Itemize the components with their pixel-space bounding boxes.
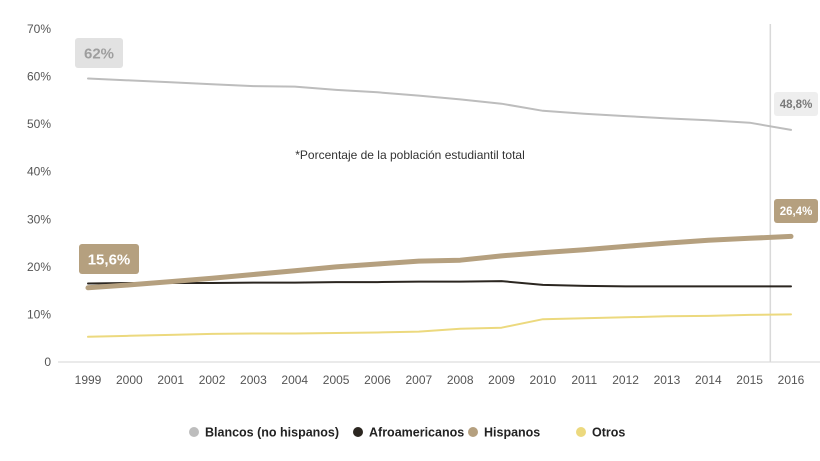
callout-layer: 62% 48,8% 15,6% 26,4% [75, 38, 818, 274]
callout-box [774, 199, 818, 223]
y-tick-label: 10% [27, 307, 51, 321]
x-tick-label: 2008 [447, 373, 474, 387]
x-axis: 1999 2000 2001 2002 2003 2004 2005 2006 2007 2008… [58, 361, 820, 387]
y-tick-label: 20% [27, 260, 51, 274]
legend-label: Hispanos [484, 426, 540, 440]
x-tick-label: 1999 [75, 373, 102, 387]
series-line-1 [87, 280, 792, 288]
x-tick-label: 2016 [778, 373, 805, 387]
legend-label: Blancos (no hispanos) [205, 426, 339, 440]
callout-box [75, 38, 123, 68]
callout-box [774, 92, 818, 116]
callout-label: 15,6% [88, 251, 131, 268]
x-tick-label: 2014 [695, 373, 722, 387]
y-tick-label: 60% [27, 70, 51, 84]
y-tick-label: 70% [27, 22, 51, 36]
callout-label: 62% [84, 45, 114, 62]
y-axis: 0 10% 20% 30% 40% 50% 60% 70% [27, 22, 51, 369]
x-tick-label: 2009 [488, 373, 515, 387]
x-tick-label: 2012 [612, 373, 639, 387]
y-tick-label: 40% [27, 165, 51, 179]
x-tick-label: 2002 [199, 373, 226, 387]
x-tick-label: 2010 [530, 373, 557, 387]
series-line-0 [87, 77, 792, 131]
x-tick-label: 2000 [116, 373, 143, 387]
legend-swatch [353, 427, 363, 437]
y-tick-label: 0 [44, 355, 51, 369]
x-tick-label: 2007 [405, 373, 432, 387]
legend-swatch [576, 427, 586, 437]
x-tick-label: 2006 [364, 373, 391, 387]
x-tick-label: 2011 [571, 373, 597, 387]
x-tick-label: 2013 [654, 373, 681, 387]
legend-swatch [189, 427, 199, 437]
callout-box [79, 244, 139, 274]
callout-label: 48,8% [780, 99, 813, 111]
legend-swatch [468, 427, 478, 437]
y-tick-label: 30% [27, 212, 51, 226]
series-layer [85, 77, 794, 338]
legend-label: Otros [592, 426, 625, 440]
series-line-2 [85, 233, 794, 291]
chart-legend: Blancos (no hispanos) Afroamericanos Hispa… [189, 426, 625, 440]
callout-label: 26,4% [780, 206, 813, 218]
x-tick-label: 2003 [240, 373, 267, 387]
x-tick-label: 2015 [736, 373, 763, 387]
legend-label: Afroamericanos [369, 426, 464, 440]
x-tick-label: 2001 [157, 373, 184, 387]
series-line-3 [87, 313, 792, 338]
x-tick-label: 2004 [281, 373, 308, 387]
y-tick-label: 50% [27, 117, 51, 131]
chart-annotation-note: *Porcentaje de la población estudiantil … [295, 148, 525, 162]
x-tick-label: 2005 [323, 373, 350, 387]
